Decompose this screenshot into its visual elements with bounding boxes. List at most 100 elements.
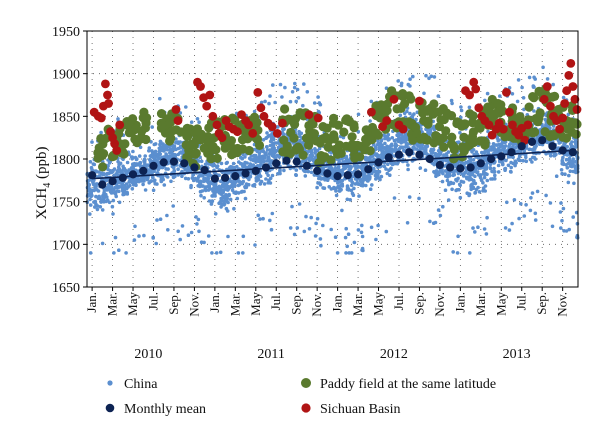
- point-china: [219, 161, 224, 166]
- point-sichuan-basin: [267, 122, 277, 131]
- point-china: [341, 160, 346, 164]
- grid-lines: [87, 31, 578, 287]
- point-china: [431, 126, 435, 130]
- point-china: [149, 179, 154, 183]
- point-china: [373, 173, 378, 178]
- point-china: [296, 96, 301, 100]
- point-china: [467, 192, 472, 196]
- year-labels: 2010 2011 2012 2013: [134, 347, 530, 362]
- point-monthly-mean: [272, 159, 281, 168]
- point-china: [143, 158, 147, 162]
- point-paddy-field: [447, 139, 457, 149]
- point-china: [169, 179, 173, 184]
- point-china: [282, 168, 286, 173]
- point-china: [516, 157, 521, 161]
- point-paddy-field: [434, 136, 445, 146]
- point-sichuan-basin: [498, 124, 508, 134]
- point-sichuan-basin: [208, 111, 218, 121]
- point-china: [205, 161, 210, 166]
- point-china: [468, 157, 473, 162]
- y-tick-label: 1900: [52, 68, 80, 83]
- point-china: [418, 146, 423, 151]
- legend-item-monthly-mean: Monthly mean: [105, 402, 206, 417]
- point-china: [158, 217, 163, 221]
- point-paddy-field: [97, 151, 107, 161]
- point-china: [441, 171, 445, 176]
- point-china: [482, 227, 487, 231]
- point-sichuan-basin: [562, 86, 572, 96]
- point-china: [559, 168, 564, 172]
- point-monthly-mean: [568, 148, 578, 157]
- point-monthly-mean: [497, 152, 506, 161]
- point-monthly-mean: [507, 148, 516, 157]
- point-china: [392, 161, 397, 166]
- point-monthly-mean: [384, 153, 393, 162]
- point-china: [170, 148, 174, 153]
- point-china: [532, 109, 536, 113]
- point-monthly-mean: [558, 146, 567, 155]
- point-china: [335, 251, 340, 255]
- point-china: [317, 101, 322, 105]
- point-china: [132, 238, 137, 242]
- point-china: [244, 182, 249, 187]
- point-monthly-mean: [394, 150, 404, 159]
- point-monthly-mean: [88, 171, 97, 180]
- point-china: [106, 167, 110, 172]
- point-china: [266, 173, 270, 178]
- point-sichuan-basin: [244, 120, 254, 130]
- point-china: [126, 185, 130, 189]
- point-china: [459, 108, 464, 113]
- point-china: [90, 140, 94, 144]
- point-china: [382, 133, 387, 137]
- point-china: [199, 193, 203, 198]
- point-china: [117, 248, 121, 252]
- y-tick-label: 1650: [52, 281, 80, 296]
- point-china: [500, 141, 505, 145]
- point-sichuan-basin: [572, 105, 582, 114]
- point-china: [398, 113, 403, 118]
- point-china: [385, 171, 390, 176]
- x-tick-label: Sep.: [411, 292, 426, 315]
- point-china: [349, 188, 354, 193]
- point-china: [277, 155, 281, 159]
- point-china: [97, 170, 101, 174]
- point-china: [446, 198, 451, 202]
- point-china: [368, 175, 372, 179]
- point-china: [159, 178, 163, 182]
- point-china: [309, 170, 314, 175]
- point-paddy-field: [400, 99, 410, 109]
- point-china: [376, 223, 380, 228]
- point-paddy-field: [227, 150, 237, 160]
- point-china: [288, 226, 293, 230]
- point-china: [509, 165, 513, 170]
- legend-marker-monthly-mean: [105, 403, 115, 413]
- point-china: [362, 171, 366, 176]
- point-china: [166, 228, 170, 232]
- point-china: [268, 218, 272, 223]
- point-china: [481, 172, 486, 176]
- point-china: [493, 173, 497, 178]
- point-china: [375, 169, 380, 174]
- point-china: [302, 82, 306, 86]
- point-china: [211, 164, 215, 168]
- point-china: [158, 96, 162, 101]
- point-china: [143, 188, 148, 192]
- x-tick-label: Nov.: [555, 292, 570, 317]
- point-china: [345, 187, 350, 192]
- point-china: [334, 189, 338, 193]
- point-china: [377, 147, 382, 152]
- point-china: [180, 224, 185, 228]
- point-china: [265, 131, 269, 135]
- point-china: [200, 184, 204, 188]
- point-china: [533, 218, 538, 222]
- point-china: [218, 200, 223, 204]
- point-china: [100, 241, 105, 246]
- point-china: [283, 85, 287, 90]
- point-china: [161, 144, 166, 149]
- point-china: [307, 227, 312, 231]
- point-china: [102, 172, 106, 176]
- point-china: [213, 185, 218, 189]
- point-china: [376, 139, 380, 143]
- point-sichuan-basin: [415, 96, 424, 106]
